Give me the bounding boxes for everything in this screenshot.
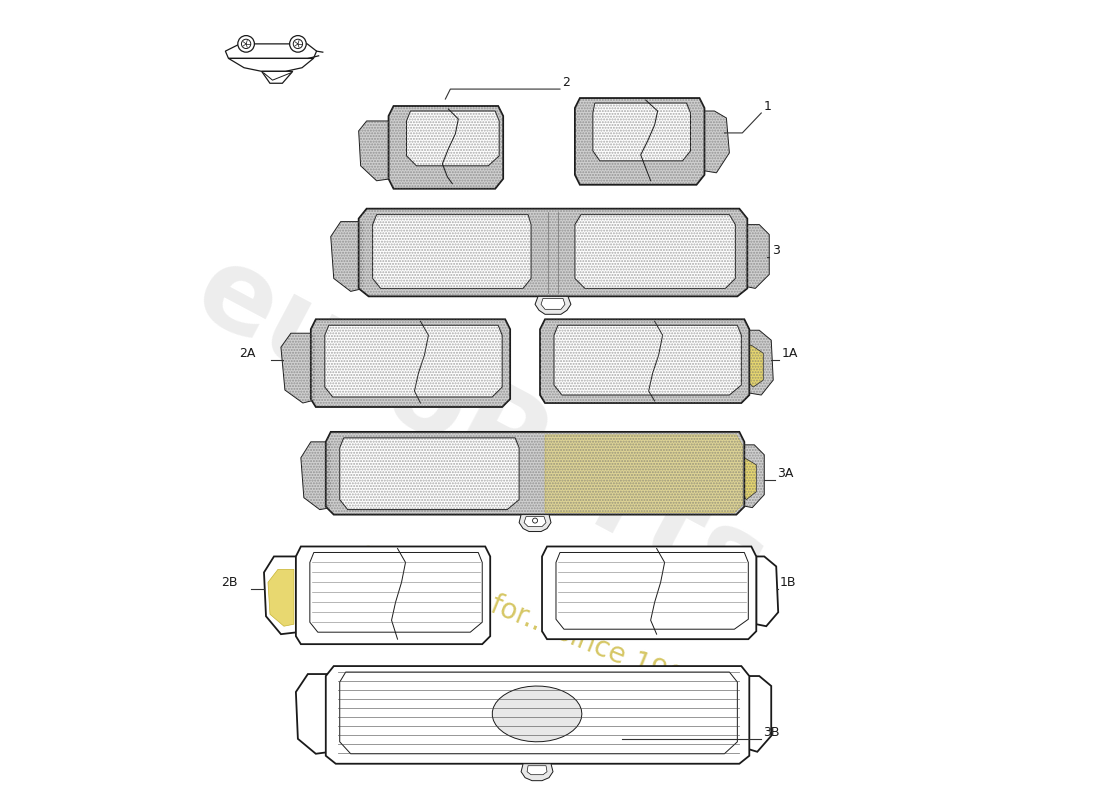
Polygon shape <box>527 766 547 774</box>
Polygon shape <box>540 319 749 403</box>
Polygon shape <box>554 326 741 395</box>
Circle shape <box>294 39 302 49</box>
Circle shape <box>289 35 306 52</box>
Circle shape <box>238 35 254 52</box>
Circle shape <box>532 518 538 523</box>
Polygon shape <box>535 296 571 314</box>
Polygon shape <box>296 674 331 754</box>
Polygon shape <box>229 58 314 71</box>
Polygon shape <box>326 432 745 514</box>
Polygon shape <box>556 553 748 630</box>
Polygon shape <box>226 44 317 58</box>
Polygon shape <box>521 764 553 781</box>
Polygon shape <box>575 214 736 288</box>
Text: 3B: 3B <box>763 726 780 739</box>
Polygon shape <box>407 111 499 166</box>
Text: 2B: 2B <box>221 576 238 590</box>
Polygon shape <box>359 121 390 181</box>
Polygon shape <box>544 435 742 513</box>
Polygon shape <box>268 570 294 626</box>
Polygon shape <box>311 319 510 407</box>
Text: 1: 1 <box>763 100 771 113</box>
Text: euroParts: euroParts <box>177 234 784 626</box>
Polygon shape <box>742 458 757 500</box>
Polygon shape <box>575 98 704 185</box>
Text: 2A: 2A <box>239 347 255 360</box>
Polygon shape <box>262 71 293 83</box>
Polygon shape <box>326 666 749 764</box>
Polygon shape <box>296 546 491 644</box>
Polygon shape <box>749 345 763 387</box>
Polygon shape <box>264 557 298 634</box>
Polygon shape <box>359 209 747 296</box>
Polygon shape <box>331 222 364 291</box>
Polygon shape <box>340 438 519 510</box>
Polygon shape <box>493 686 582 742</box>
Polygon shape <box>593 103 691 161</box>
Polygon shape <box>388 106 503 189</box>
Text: 1A: 1A <box>781 347 798 360</box>
Polygon shape <box>541 298 565 310</box>
Circle shape <box>241 39 251 49</box>
Polygon shape <box>542 546 757 639</box>
Text: 3A: 3A <box>778 466 793 480</box>
Polygon shape <box>749 330 773 395</box>
Polygon shape <box>704 111 729 173</box>
Polygon shape <box>747 676 771 752</box>
Polygon shape <box>742 445 764 508</box>
Polygon shape <box>746 225 769 288</box>
Polygon shape <box>519 514 551 531</box>
Text: 2: 2 <box>562 76 570 89</box>
Polygon shape <box>324 326 503 397</box>
Text: 3: 3 <box>772 243 780 257</box>
Polygon shape <box>757 557 778 626</box>
Polygon shape <box>373 214 531 288</box>
Polygon shape <box>301 442 331 510</box>
Text: a passion for... since 1985: a passion for... since 1985 <box>356 538 704 700</box>
Polygon shape <box>310 553 482 632</box>
Polygon shape <box>280 334 315 403</box>
Text: 1B: 1B <box>779 576 795 590</box>
Polygon shape <box>524 517 546 526</box>
